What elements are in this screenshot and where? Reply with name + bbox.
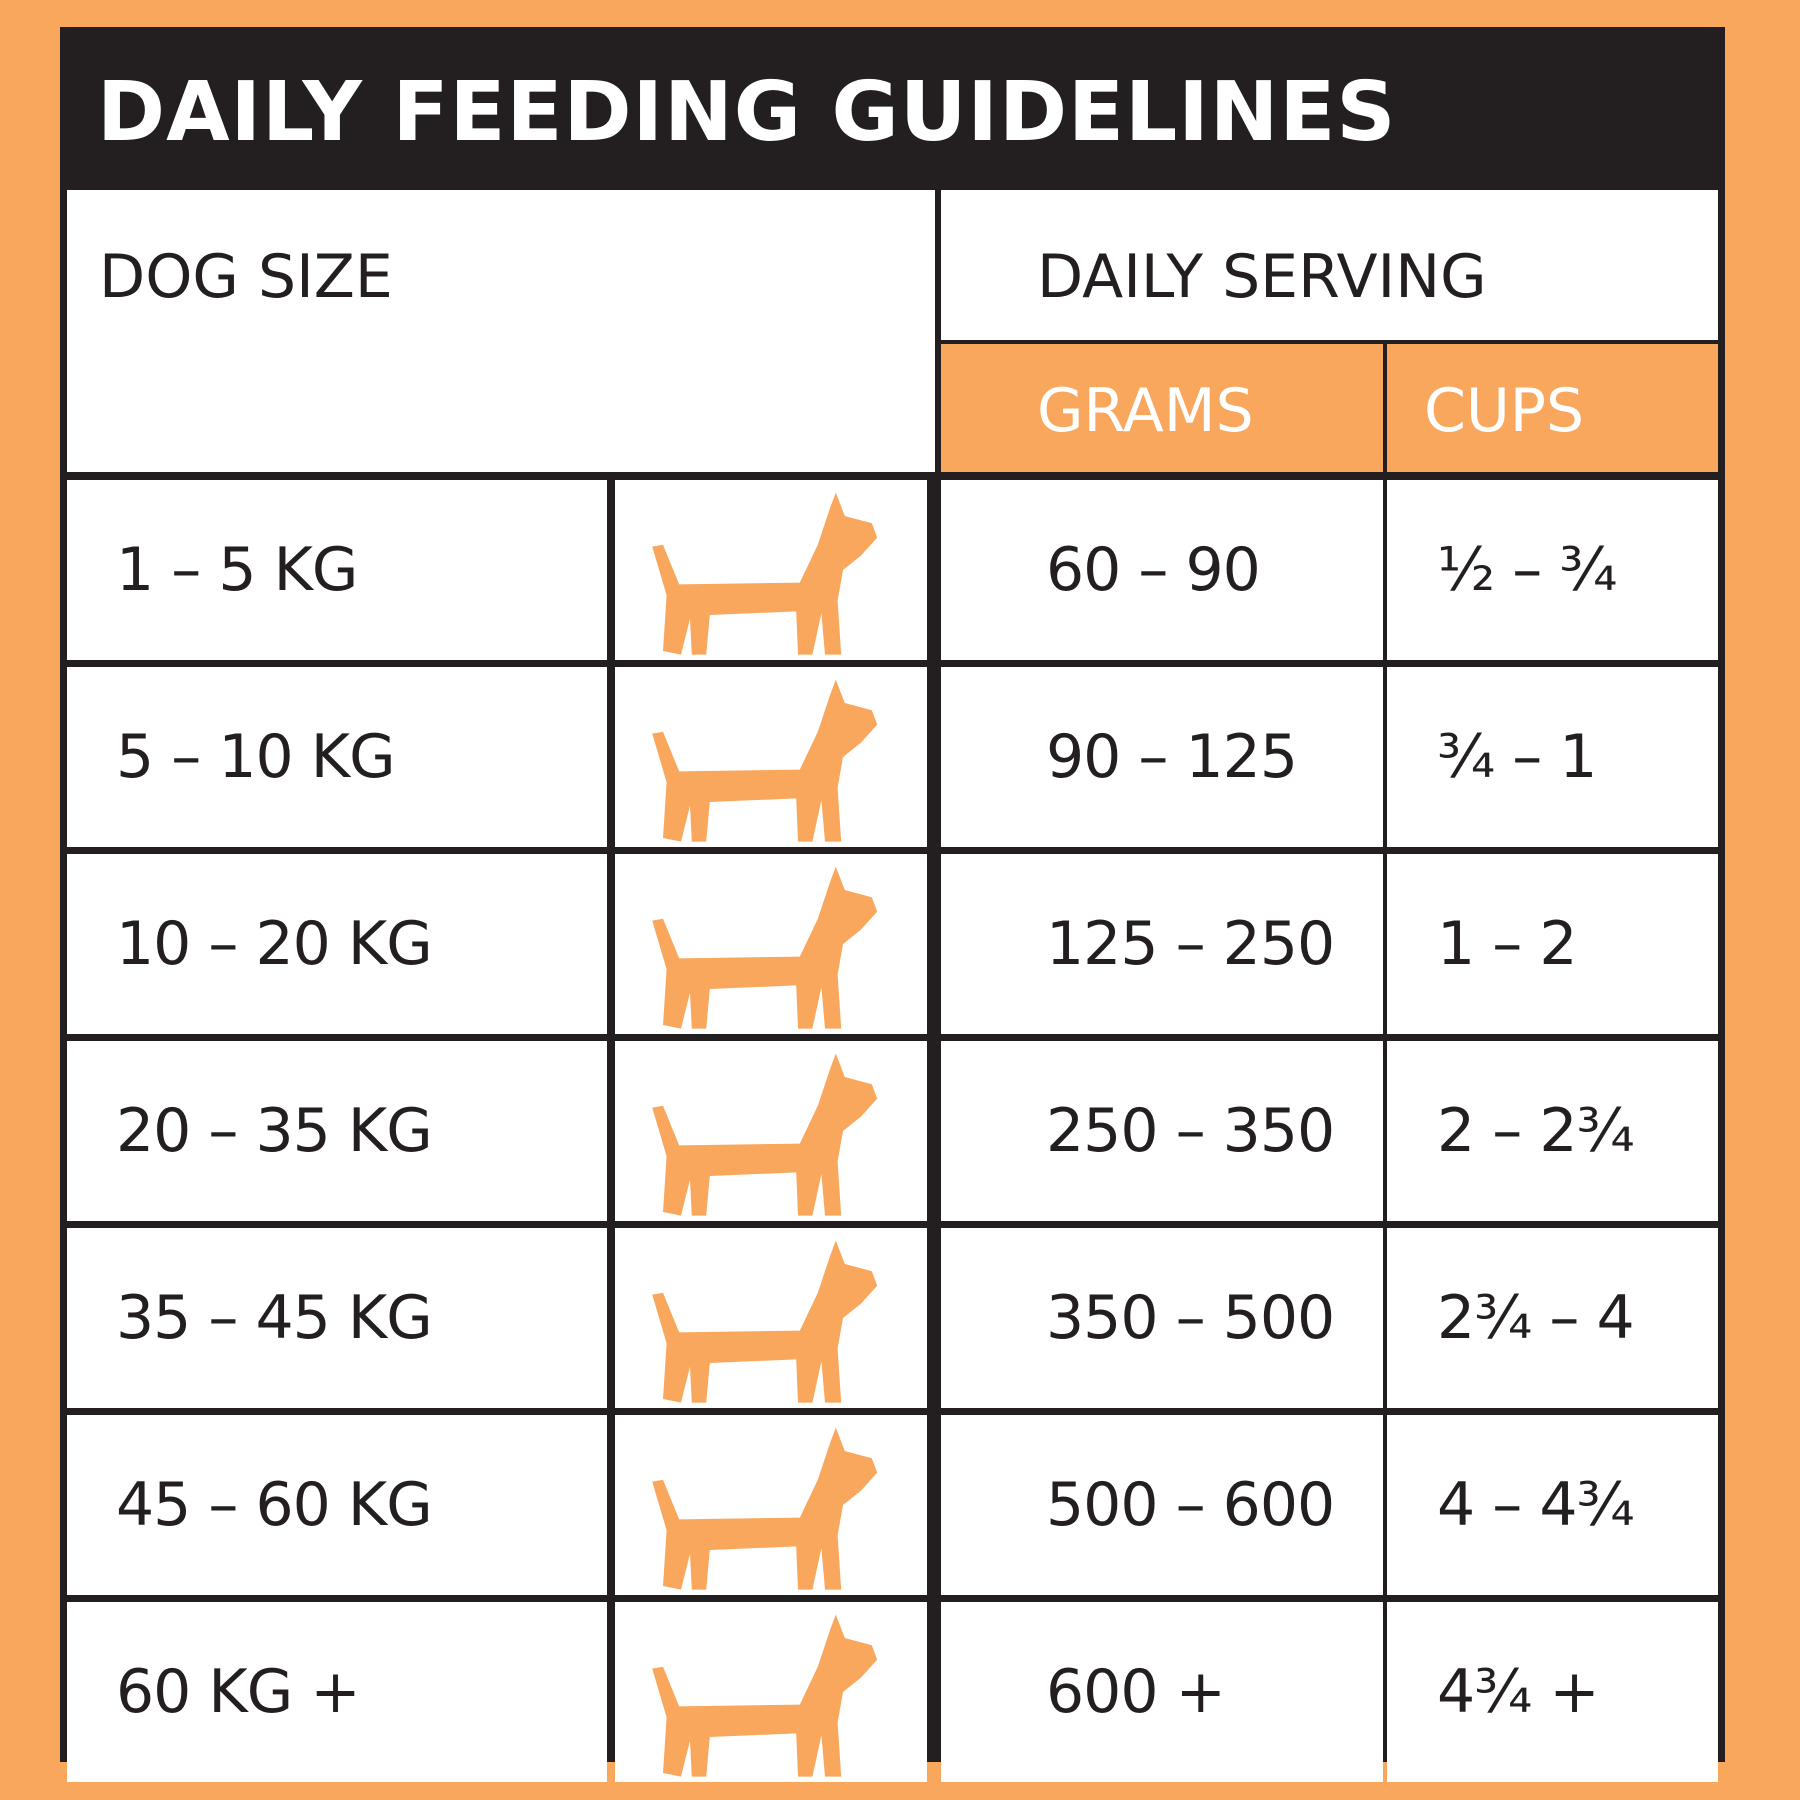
grams-header: GRAMS: [1037, 376, 1254, 446]
row-4-grams-cell: 250 – 350: [941, 1041, 1383, 1221]
great-dane-dog-icon: [615, 1602, 927, 1782]
row-6-grams: 500 – 600: [1046, 1470, 1335, 1540]
row-5-size-cell: 35 – 45 KG: [67, 1228, 607, 1408]
row-5-cups: 2¾ – 4: [1437, 1283, 1635, 1353]
title-bar: DAILY FEEDING GUIDELINES: [60, 27, 1725, 187]
row-5-grams-cell: 350 – 500: [941, 1228, 1383, 1408]
husky-dog-icon: [615, 1415, 927, 1595]
row-3-grams: 125 – 250: [1046, 909, 1335, 979]
row-2-size-cell: 5 – 10 KG: [67, 667, 607, 847]
row-3-cups-cell: 1 – 2: [1387, 854, 1718, 1034]
row-7-grams: 600 +: [1046, 1657, 1226, 1727]
row-3-cups: 1 – 2: [1437, 909, 1577, 979]
row-7-grams-cell: 600 +: [941, 1602, 1383, 1782]
row-6-cups: 4 – 4¾: [1437, 1470, 1635, 1540]
row-4-cups-cell: 2 – 2¾: [1387, 1041, 1718, 1221]
dog-size-header-cell: DOG SIZE: [67, 190, 935, 472]
row-1-icon-cell: [615, 480, 927, 660]
feeding-guidelines-card: DAILY FEEDING GUIDELINES DOG SIZE DAILY …: [60, 27, 1725, 1782]
row-4-size: 20 – 35 KG: [116, 1096, 433, 1166]
row-3-size: 10 – 20 KG: [116, 909, 433, 979]
row-1-cups: ½ – ¾: [1437, 535, 1617, 605]
row-1-grams-cell: 60 – 90: [941, 480, 1383, 660]
page-title: DAILY FEEDING GUIDELINES: [97, 65, 1397, 160]
dog-size-header: DOG SIZE: [99, 242, 393, 312]
row-6-size: 45 – 60 KG: [116, 1470, 433, 1540]
row-7-size-cell: 60 KG +: [67, 1602, 607, 1782]
row-7-cups: 4¾ +: [1437, 1657, 1600, 1727]
row-1-cups-cell: ½ – ¾: [1387, 480, 1718, 660]
row-6-grams-cell: 500 – 600: [941, 1415, 1383, 1595]
row-7-cups-cell: 4¾ +: [1387, 1602, 1718, 1782]
daily-serving-header: DAILY SERVING: [1037, 242, 1487, 312]
row-7-icon-cell: [615, 1602, 927, 1782]
row-4-cups: 2 – 2¾: [1437, 1096, 1635, 1166]
row-4-grams: 250 – 350: [1046, 1096, 1335, 1166]
daily-serving-header-cell: DAILY SERVING: [941, 190, 1718, 340]
row-1-grams: 60 – 90: [1046, 535, 1261, 605]
row-2-cups-cell: ¾ – 1: [1387, 667, 1718, 847]
row-6-icon-cell: [615, 1415, 927, 1595]
row-2-grams: 90 – 125: [1046, 722, 1298, 792]
beagle-dog-icon: [615, 854, 927, 1034]
fluffy-dog-icon: [615, 667, 927, 847]
row-5-cups-cell: 2¾ – 4: [1387, 1228, 1718, 1408]
row-5-icon-cell: [615, 1228, 927, 1408]
row-7-size: 60 KG +: [116, 1657, 361, 1727]
cups-header-cell: CUPS: [1387, 344, 1718, 472]
row-3-icon-cell: [615, 854, 927, 1034]
toy-dog-icon: [615, 480, 927, 660]
grams-header-cell: GRAMS: [941, 344, 1383, 472]
row-2-grams-cell: 90 – 125: [941, 667, 1383, 847]
row-4-size-cell: 20 – 35 KG: [67, 1041, 607, 1221]
row-1-size: 1 – 5 KG: [116, 535, 358, 605]
row-2-size: 5 – 10 KG: [116, 722, 396, 792]
row-6-cups-cell: 4 – 4¾: [1387, 1415, 1718, 1595]
bull-terrier-dog-icon: [615, 1041, 927, 1221]
row-5-size: 35 – 45 KG: [116, 1283, 433, 1353]
row-2-icon-cell: [615, 667, 927, 847]
row-6-size-cell: 45 – 60 KG: [67, 1415, 607, 1595]
row-3-size-cell: 10 – 20 KG: [67, 854, 607, 1034]
retriever-dog-icon: [615, 1228, 927, 1408]
row-2-cups: ¾ – 1: [1437, 722, 1597, 792]
row-1-size-cell: 1 – 5 KG: [67, 480, 607, 660]
row-5-grams: 350 – 500: [1046, 1283, 1335, 1353]
cups-header: CUPS: [1424, 376, 1585, 446]
row-3-grams-cell: 125 – 250: [941, 854, 1383, 1034]
row-4-icon-cell: [615, 1041, 927, 1221]
